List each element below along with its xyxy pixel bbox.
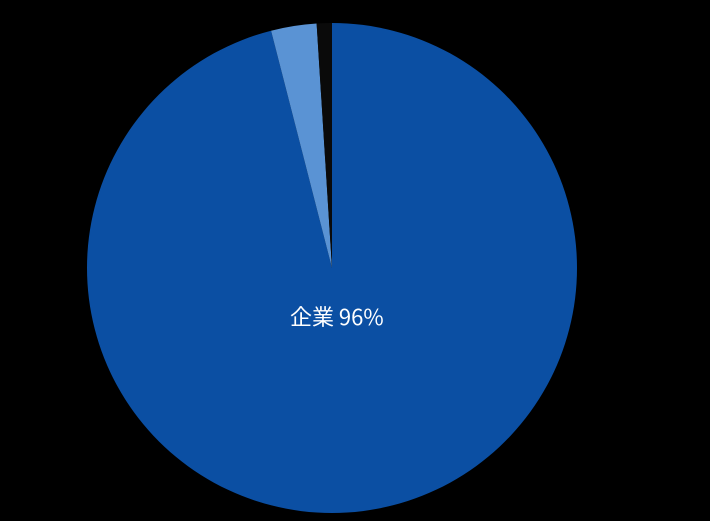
- pie-chart-svg: [0, 0, 710, 521]
- pie-slice-label: 企業 96%: [290, 300, 384, 332]
- pie-chart-container: 企業 96%: [0, 0, 710, 521]
